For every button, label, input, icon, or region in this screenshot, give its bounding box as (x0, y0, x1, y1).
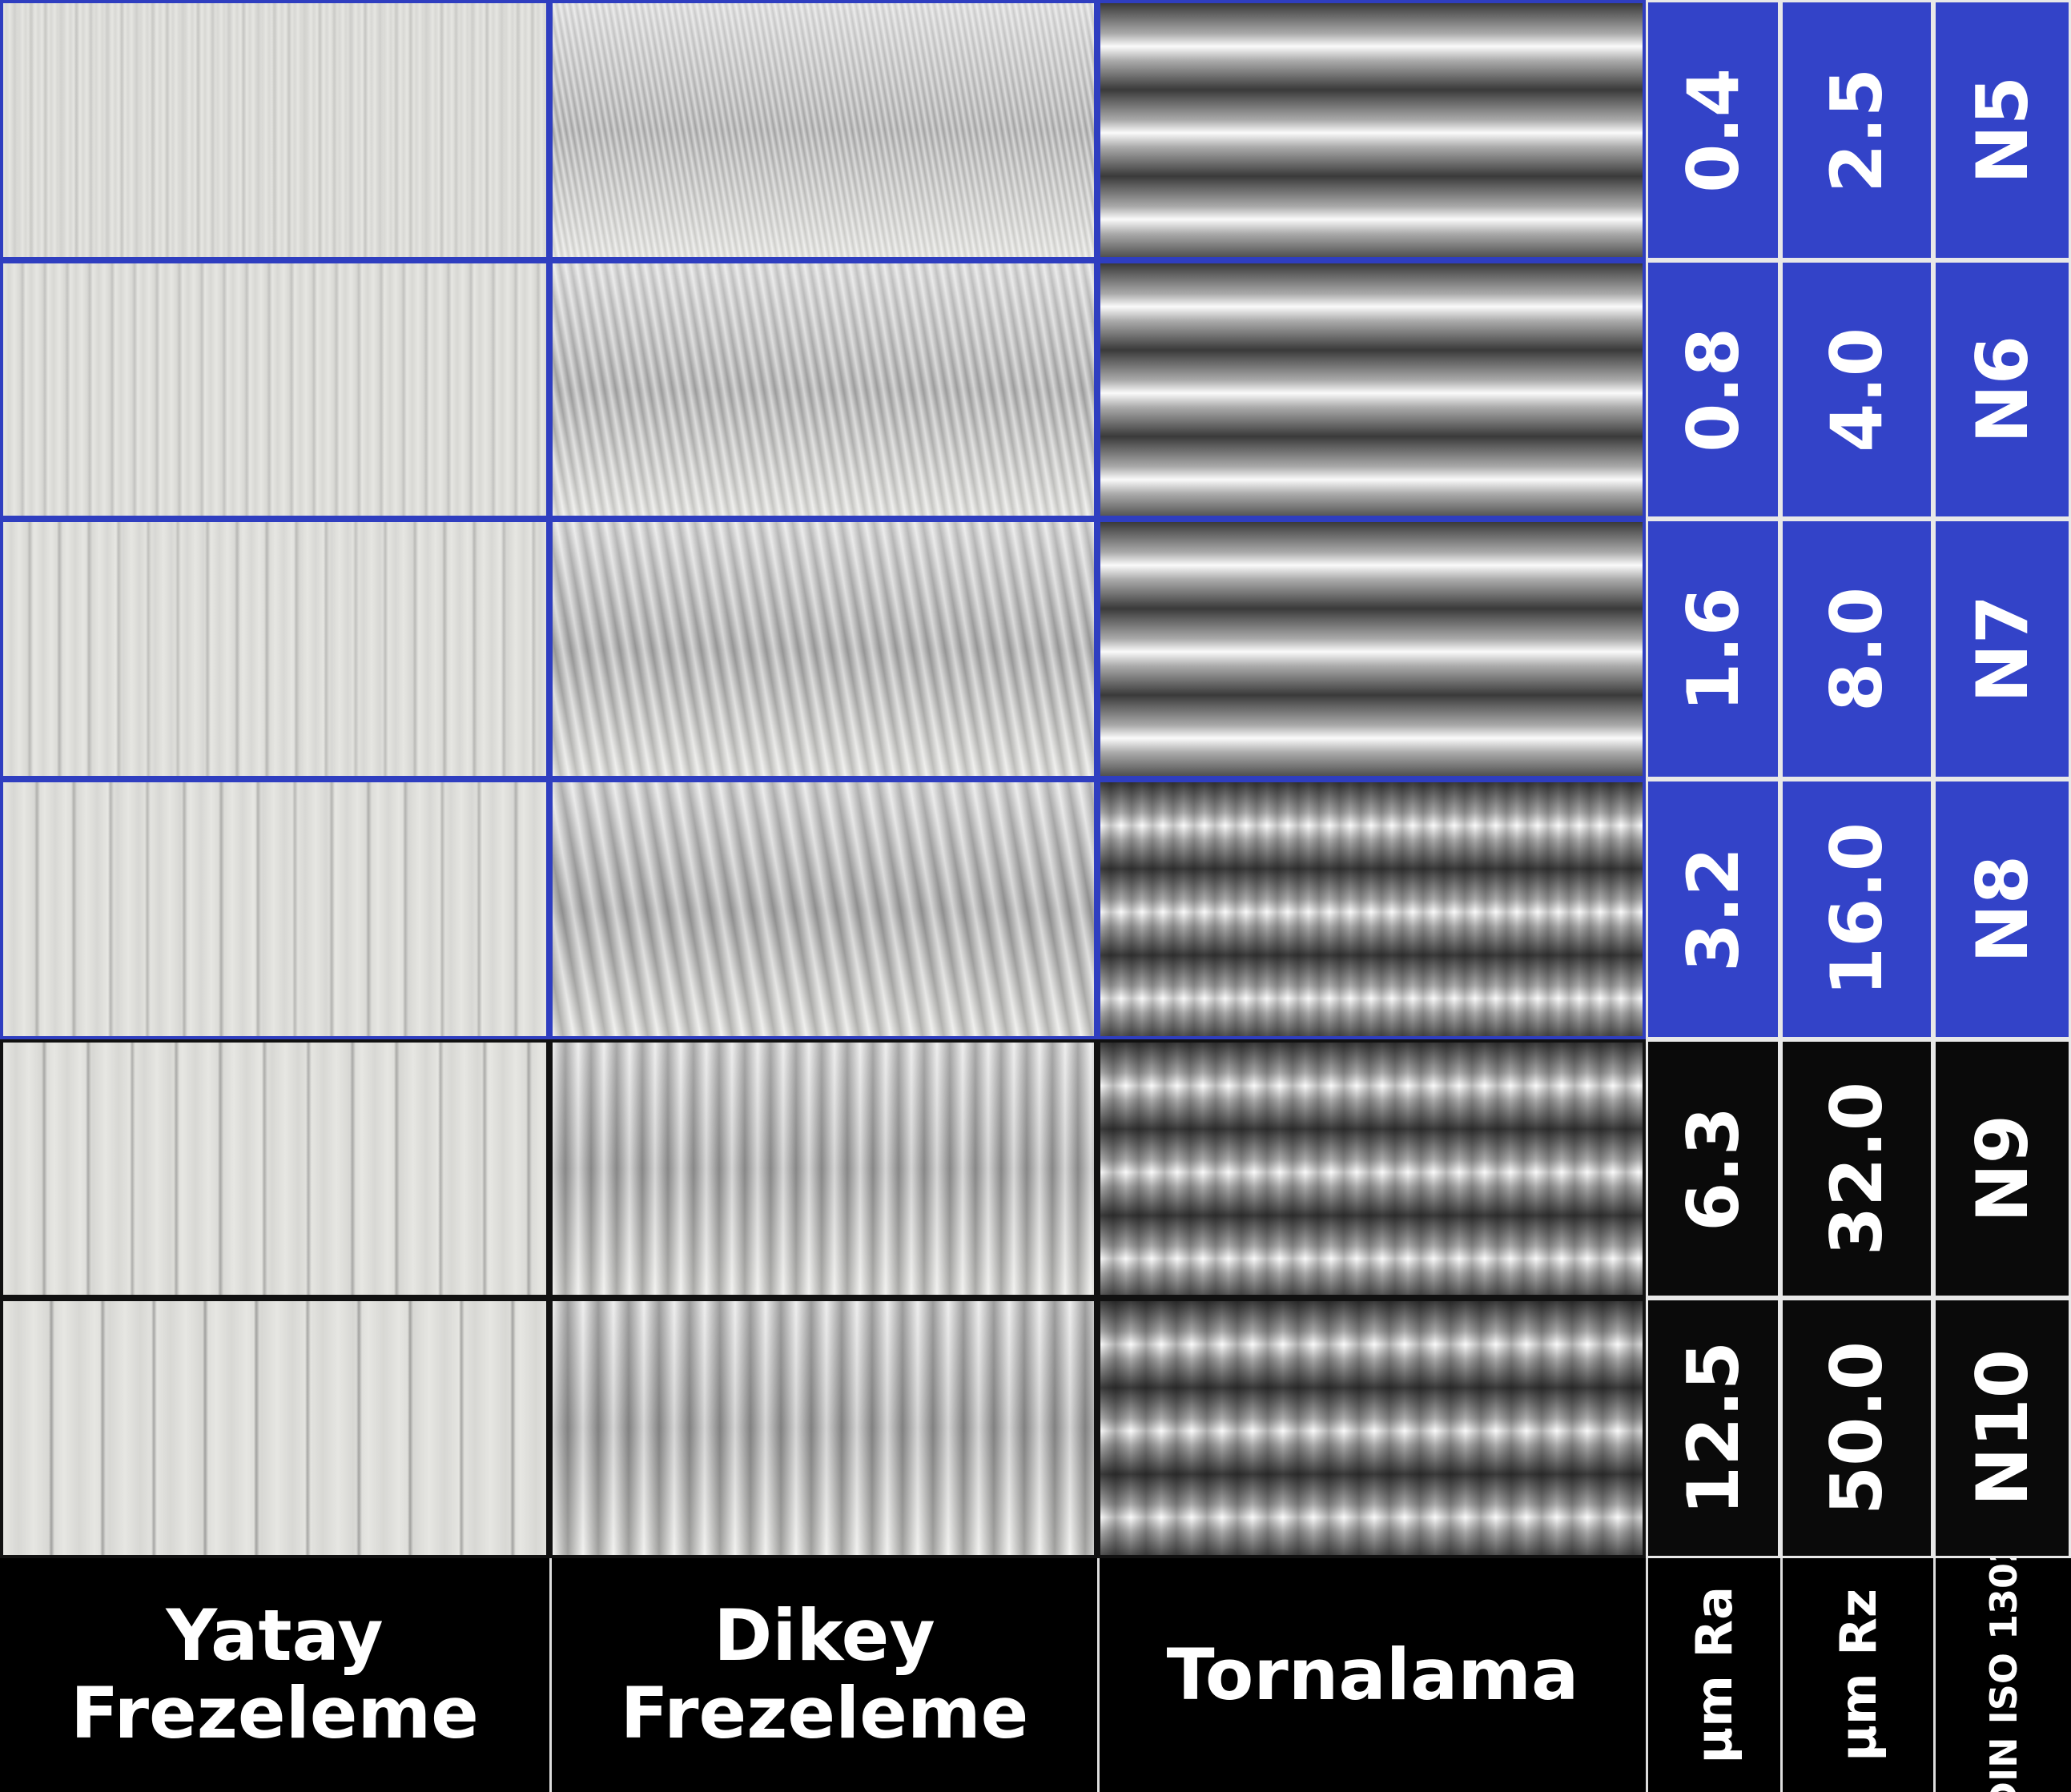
table-cell: N7 (1933, 519, 2071, 779)
surface-sample (549, 519, 1097, 779)
cell-text: 1.6 (1671, 586, 1755, 712)
cell-text: 32.0 (1816, 1081, 1898, 1256)
table-cell: 32.0 (1780, 1039, 1933, 1298)
cell-text: N8 (1960, 855, 2044, 963)
cell-text: 6.3 (1671, 1106, 1755, 1231)
cell-text: 12.5 (1671, 1340, 1755, 1516)
surface-sample (0, 260, 549, 519)
table-cell: N10 (1933, 1298, 2071, 1558)
table-cell: 3.2 (1646, 779, 1780, 1039)
header-text: µm Ra (1685, 1586, 1743, 1764)
surface-sample (0, 1039, 549, 1298)
header-text: Yatay Frezeleme (70, 1594, 479, 1754)
column-header: µm Rz (1780, 1558, 1933, 1792)
surface-sample (1097, 0, 1646, 260)
surface-sample (549, 1298, 1097, 1558)
table-cell: 2.5 (1780, 0, 1933, 260)
table-cell: 4.0 (1780, 260, 1933, 519)
table-cell: N6 (1933, 260, 2071, 519)
table-cell: 0.4 (1646, 0, 1780, 260)
surface-sample (1097, 1039, 1646, 1298)
table-cell: N5 (1933, 0, 2071, 260)
table-cell: 8.0 (1780, 519, 1933, 779)
header-text: Dikey Frezeleme (620, 1594, 1029, 1754)
table-cell: 50.0 (1780, 1298, 1933, 1558)
table-cell: 0.8 (1646, 260, 1780, 519)
cell-text: 3.2 (1671, 846, 1755, 972)
column-header: DIN ISO 1302 (1933, 1558, 2071, 1792)
header-text: DIN ISO 1302 (1981, 1558, 2025, 1792)
table-cell: N8 (1933, 779, 2071, 1039)
column-header: Tornalama (1097, 1558, 1646, 1792)
cell-text: N6 (1960, 335, 2044, 444)
surface-sample (0, 519, 549, 779)
table-cell: 6.3 (1646, 1039, 1780, 1298)
surface-sample (549, 1039, 1097, 1298)
cell-text: 16.0 (1816, 822, 1898, 997)
cell-text: 0.4 (1671, 67, 1755, 193)
column-header: µm Ra (1646, 1558, 1780, 1792)
surface-sample (0, 0, 549, 260)
cell-text: N9 (1960, 1115, 2044, 1223)
column-header: Yatay Frezeleme (0, 1558, 549, 1792)
cell-text: N5 (1960, 76, 2044, 184)
cell-text: 50.0 (1816, 1340, 1898, 1516)
cell-text: N7 (1960, 595, 2044, 703)
cell-text: 4.0 (1816, 327, 1898, 452)
table-cell: 16.0 (1780, 779, 1933, 1039)
table-cell: N9 (1933, 1039, 2071, 1298)
surface-sample (549, 779, 1097, 1039)
surface-sample (549, 0, 1097, 260)
surface-sample (0, 779, 549, 1039)
header-text: µm Rz (1828, 1589, 1888, 1762)
table-cell: 1.6 (1646, 519, 1780, 779)
surface-sample (1097, 519, 1646, 779)
cell-text: N10 (1960, 1349, 2044, 1507)
surface-sample (549, 260, 1097, 519)
surface-sample (1097, 260, 1646, 519)
column-header: Dikey Frezeleme (549, 1558, 1097, 1792)
surface-sample (1097, 779, 1646, 1039)
cell-text: 0.8 (1671, 327, 1755, 452)
header-text: Tornalama (1166, 1633, 1579, 1716)
surface-sample (0, 1298, 549, 1558)
surface-sample (1097, 1298, 1646, 1558)
cell-text: 8.0 (1816, 586, 1898, 712)
table-cell: 12.5 (1646, 1298, 1780, 1558)
cell-text: 2.5 (1816, 67, 1898, 193)
